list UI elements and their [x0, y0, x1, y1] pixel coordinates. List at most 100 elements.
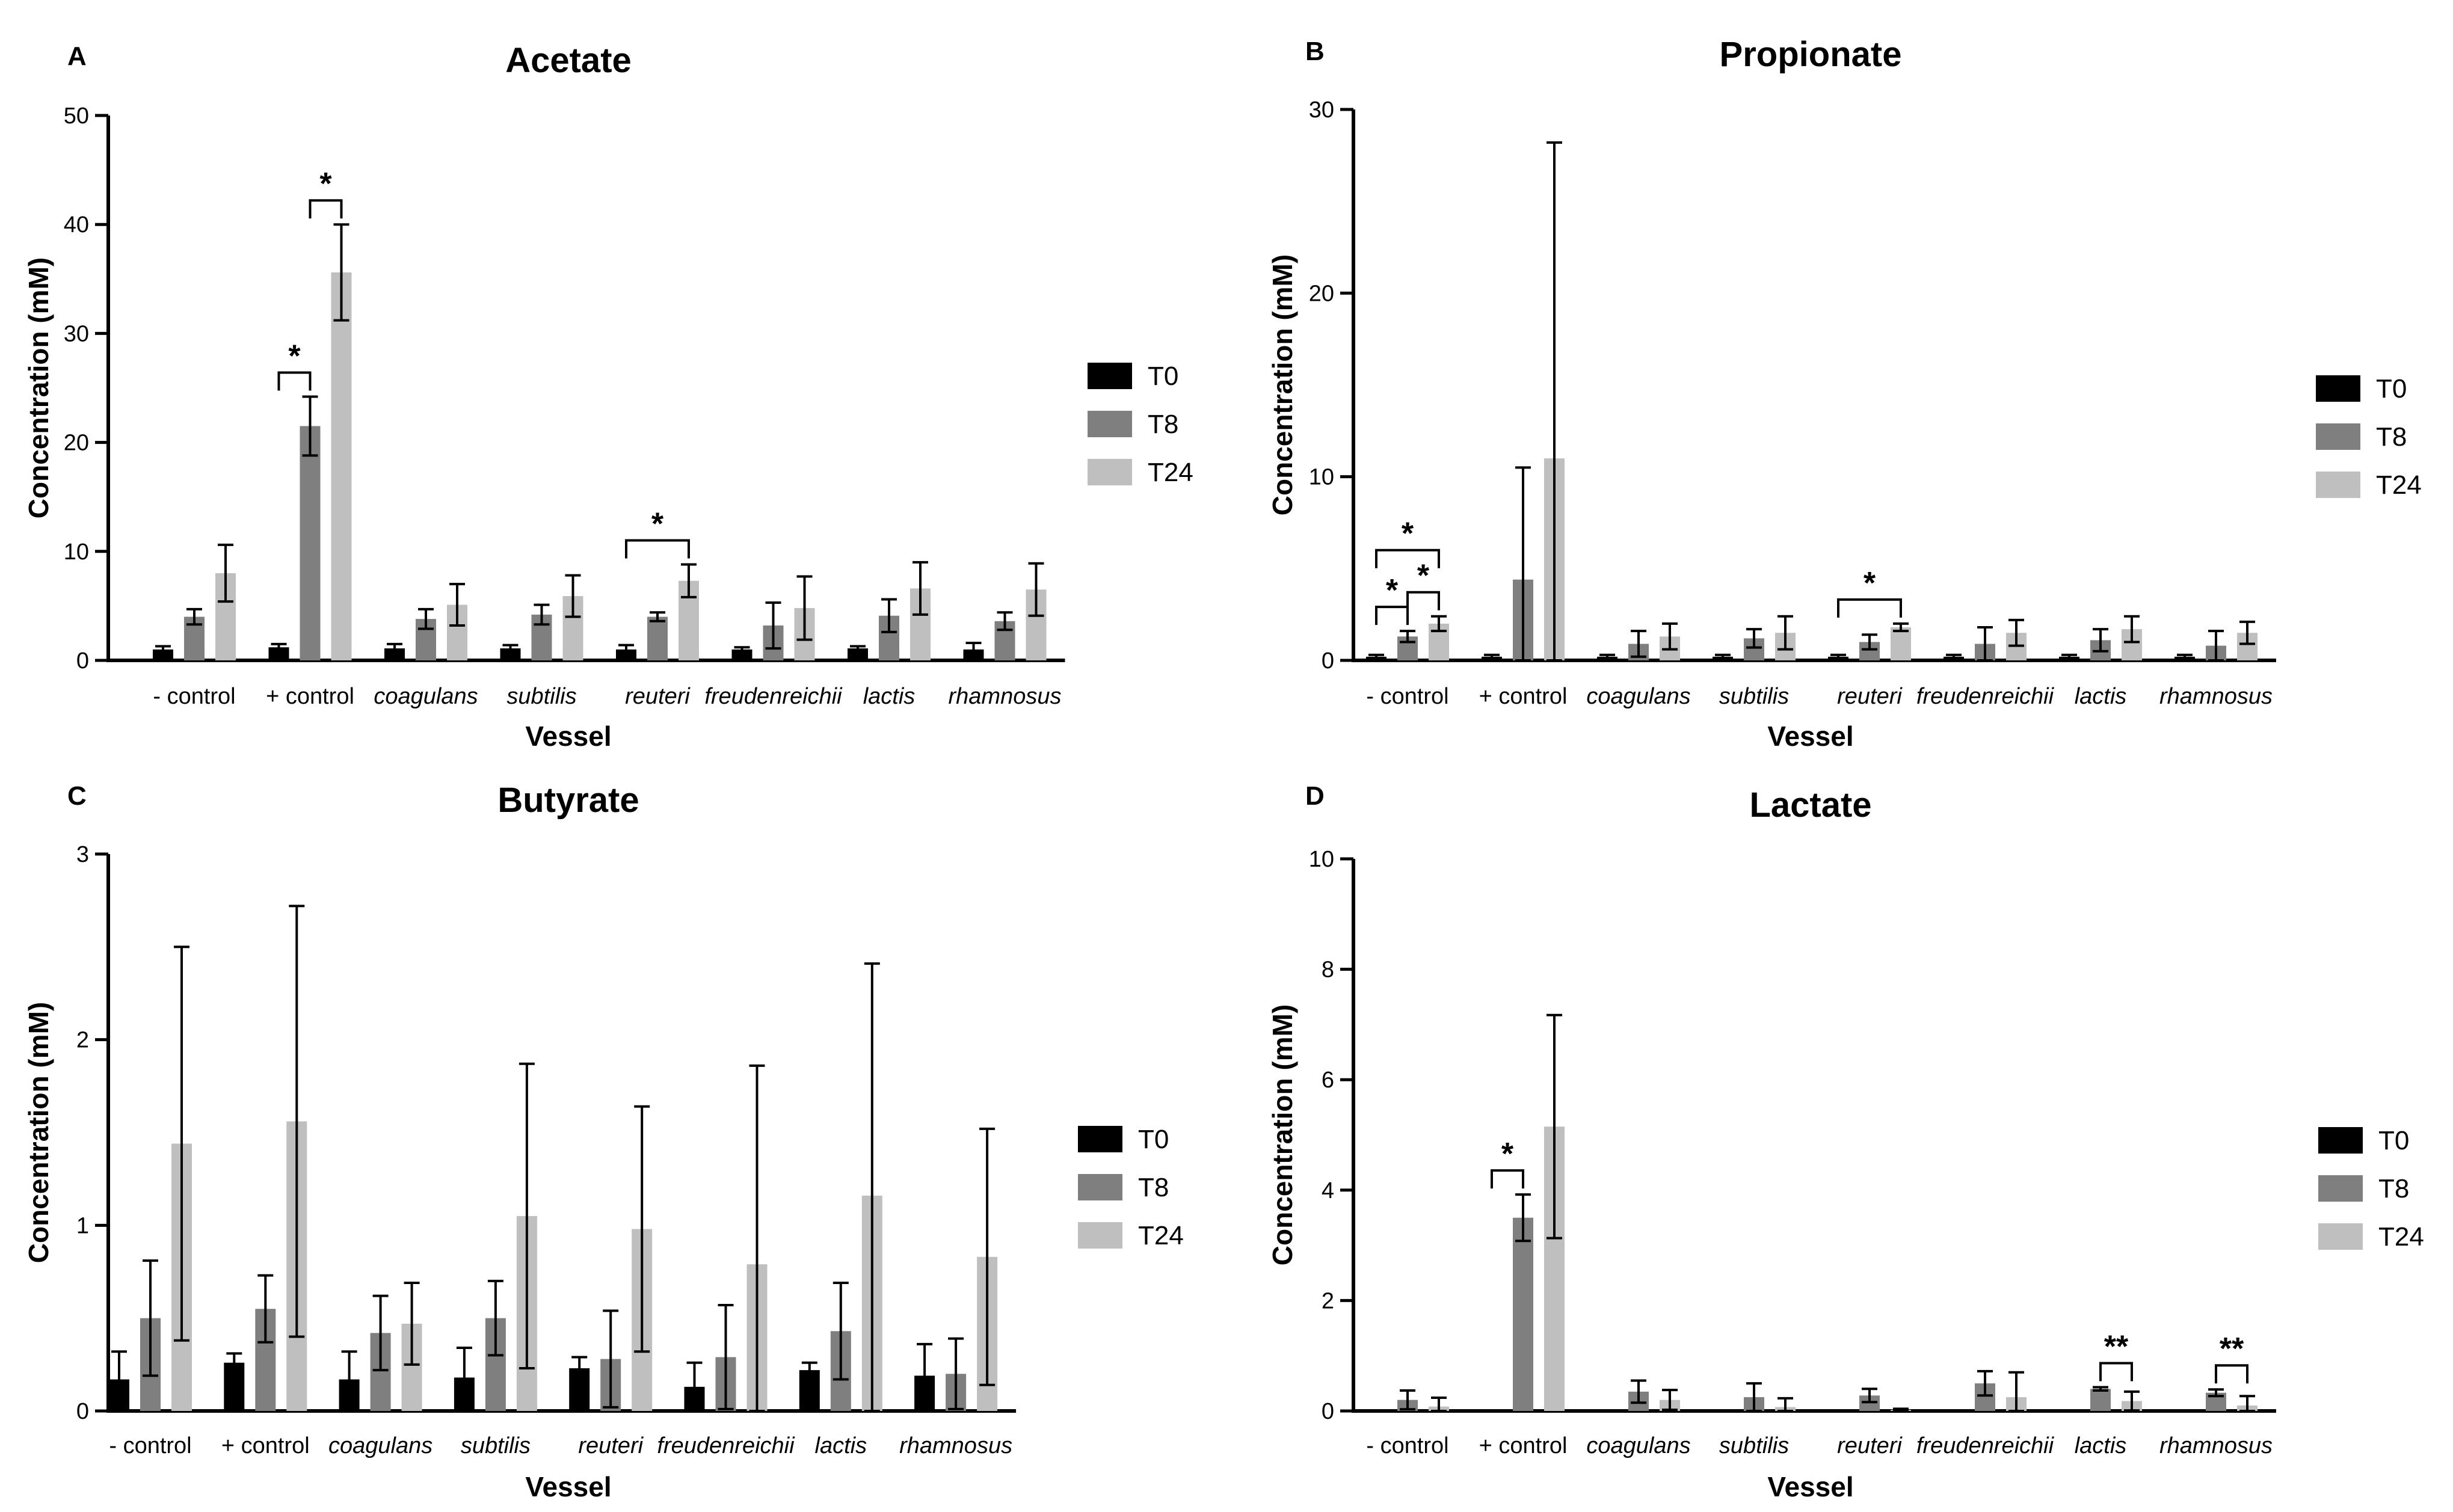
- x-tick-label: rhamnosus: [2159, 684, 2273, 709]
- significance-bracket: *: [1375, 573, 1409, 625]
- legend-swatch-t8: [1078, 1174, 1122, 1200]
- bracket-line: [625, 539, 690, 559]
- significance-star: **: [2104, 1330, 2129, 1365]
- x-tick-label: - control: [1366, 684, 1448, 709]
- bracket-line: [309, 199, 343, 219]
- significance-star: *: [1402, 517, 1414, 552]
- bar-t8: [300, 426, 321, 660]
- y-tick-label: 6: [1322, 1068, 1334, 1093]
- chart-panel-c: C Butyrate 0 1 2 3 Concentration (mM) Vessel - c…: [23, 781, 1184, 1502]
- x-tick-label: lactis: [863, 684, 916, 709]
- x-axis-label: Vessel: [525, 1471, 611, 1502]
- x-tick-label: + control: [266, 684, 354, 709]
- significance-bracket: *: [1837, 566, 1902, 618]
- y-axis-label: Concentration (mM): [1267, 1004, 1298, 1265]
- x-tick-label: subtilis: [1719, 684, 1789, 709]
- y-tick-label: 4: [1322, 1178, 1334, 1203]
- y-tick-label: 20: [64, 431, 89, 456]
- legend-label-t24: T24: [1148, 458, 1193, 487]
- y-tick-label: 10: [1309, 465, 1334, 490]
- legend-label-t8: T8: [2376, 422, 2407, 452]
- x-tick-label: reuteri: [578, 1433, 644, 1458]
- legend-label-t8: T8: [1148, 410, 1178, 439]
- significance-bracket: *: [277, 339, 312, 391]
- y-tick-label: 50: [64, 103, 89, 129]
- panel-letter: B: [1305, 37, 1325, 66]
- y-tick-label: 0: [76, 1399, 89, 1424]
- significance-star: *: [1386, 573, 1399, 608]
- significance-star: *: [288, 339, 301, 373]
- y-tick-label: 3: [76, 842, 89, 867]
- x-tick-label: + control: [1479, 684, 1568, 709]
- x-tick-label: subtilis: [461, 1433, 531, 1458]
- x-tick-label: + control: [1479, 1433, 1568, 1458]
- y-axis-label: Concentration (mM): [23, 1002, 54, 1263]
- y-tick-label: 40: [64, 212, 89, 238]
- y-tick-label: 0: [76, 648, 89, 674]
- legend-label-t8: T8: [2378, 1174, 2409, 1203]
- y-tick-label: 2: [1322, 1288, 1334, 1314]
- x-tick-label: - control: [153, 684, 235, 709]
- x-tick-label: rhamnosus: [949, 684, 1062, 709]
- significance-bracket: *: [309, 167, 343, 219]
- x-tick-label: freudenreichii: [704, 684, 843, 709]
- chart-panel-b: B Propionate 0 10 20 30 Concentration (mM) Vess…: [1267, 35, 2422, 752]
- legend-swatch-t0: [1088, 363, 1132, 389]
- x-axis-label: Vessel: [525, 721, 611, 752]
- y-tick-label: 30: [1309, 97, 1334, 123]
- significance-bracket: *: [1491, 1137, 1524, 1189]
- legend: T0 T8 T24: [1078, 1125, 1184, 1250]
- significance-bracket: *: [1375, 517, 1440, 568]
- x-tick-label: rhamnosus: [2159, 1433, 2273, 1458]
- legend-label-t0: T0: [2376, 374, 2407, 404]
- x-tick-label: freudenreichii: [1916, 1433, 2055, 1458]
- y-tick-label: 1: [76, 1213, 89, 1238]
- x-tick-label: - control: [109, 1433, 191, 1458]
- legend-label-t24: T24: [2376, 470, 2422, 500]
- bar-t8: [2090, 1389, 2111, 1411]
- legend-swatch-t0: [2316, 375, 2360, 402]
- legend-label-t0: T0: [1148, 361, 1178, 391]
- x-axis-label: Vessel: [1767, 1471, 1853, 1502]
- significance-star: *: [1501, 1137, 1514, 1172]
- y-tick-label: 0: [1322, 1399, 1334, 1424]
- y-tick-label: 2: [76, 1028, 89, 1053]
- x-tick-label: reuteri: [625, 684, 691, 709]
- y-tick-label: 20: [1309, 281, 1334, 306]
- legend-swatch-t24: [2316, 472, 2360, 498]
- x-tick-label: lactis: [2075, 1433, 2127, 1458]
- legend: T0 T8 T24: [2316, 374, 2422, 500]
- chart-panel-a: A Acetate 0 10 20 30 40 50 Concentration (mM) Ves…: [23, 41, 1193, 752]
- bar-t8: [647, 616, 668, 660]
- x-tick-label: - control: [1366, 1433, 1448, 1458]
- y-tick-label: 8: [1322, 957, 1334, 983]
- chart-title: Acetate: [505, 41, 632, 80]
- legend: T0 T8 T24: [1088, 361, 1193, 487]
- x-tick-label: subtilis: [1719, 1433, 1789, 1458]
- legend-label-t24: T24: [2378, 1222, 2424, 1252]
- x-tick-label: subtilis: [506, 684, 576, 709]
- y-tick-label: 0: [1322, 648, 1334, 674]
- significance-star: *: [1417, 559, 1430, 594]
- y-tick-label: 10: [1309, 847, 1334, 872]
- x-tick-label: lactis: [2075, 684, 2127, 709]
- panel-letter: A: [67, 41, 87, 71]
- legend-swatch-t24: [2318, 1223, 2363, 1250]
- panel-letter: C: [67, 781, 87, 811]
- x-tick-label: coagulans: [1586, 684, 1690, 709]
- legend-swatch-t0: [1078, 1126, 1122, 1152]
- bar-t24: [331, 272, 352, 661]
- x-axis-label: Vessel: [1767, 721, 1853, 752]
- significance-bracket: *: [625, 507, 690, 559]
- x-tick-label: rhamnosus: [899, 1433, 1012, 1458]
- bar-t24: [1891, 627, 1911, 660]
- x-tick-label: coagulans: [328, 1433, 432, 1458]
- y-axis-label: Concentration (mM): [1267, 254, 1298, 515]
- chart-title: Butyrate: [497, 781, 639, 820]
- legend: T0 T8 T24: [2318, 1126, 2424, 1252]
- bracket-line: [2099, 1362, 2133, 1381]
- bracket-line: [1406, 591, 1440, 610]
- legend-swatch-t24: [1088, 459, 1132, 485]
- significance-star: *: [651, 507, 664, 542]
